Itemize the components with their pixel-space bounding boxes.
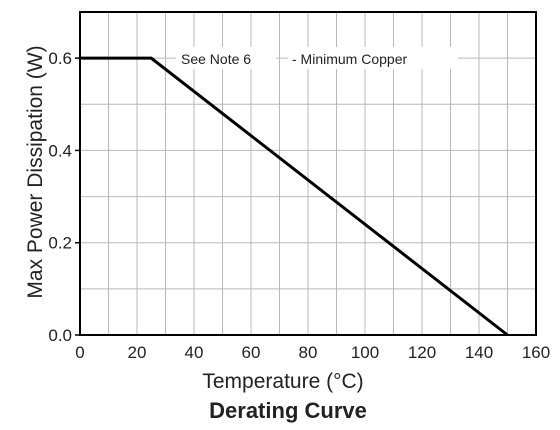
- series-layer: [80, 56, 509, 337]
- series-line-derating: [80, 56, 509, 337]
- y-tick-label: 0.0: [48, 326, 72, 345]
- annotation-copper-bg: [288, 47, 458, 69]
- x-tick-label: 100: [351, 343, 379, 362]
- x-tick-label: 120: [408, 343, 436, 362]
- x-tick-label: 60: [242, 343, 261, 362]
- annotation-note: See Note 6: [181, 51, 251, 67]
- annotation-layer: See Note 6 - Minimum Copper: [176, 47, 458, 69]
- x-axis-title: Temperature (°C): [202, 370, 363, 393]
- y-tick-label: 0.6: [48, 49, 72, 68]
- x-tick-label: 80: [299, 343, 318, 362]
- x-tick-label: 40: [185, 343, 204, 362]
- plot-frame: [79, 11, 537, 336]
- y-tick-label: 0.2: [48, 234, 72, 253]
- y-tick-label: 0.4: [48, 141, 72, 160]
- annotation-note-bg: [176, 47, 276, 69]
- tick-labels: 0 20 40 60 80 100 120 140 160 0.0 0.2 0.4 0.6: [48, 49, 550, 362]
- x-tick-label: 0: [75, 343, 84, 362]
- chart-title: Derating Curve: [209, 398, 367, 423]
- y-axis-title: Max Power Dissipation (W): [24, 45, 47, 298]
- x-tick-label: 160: [522, 343, 550, 362]
- x-tick-label: 20: [128, 343, 147, 362]
- x-tick-label: 140: [465, 343, 493, 362]
- annotation-copper: - Minimum Copper: [292, 51, 407, 67]
